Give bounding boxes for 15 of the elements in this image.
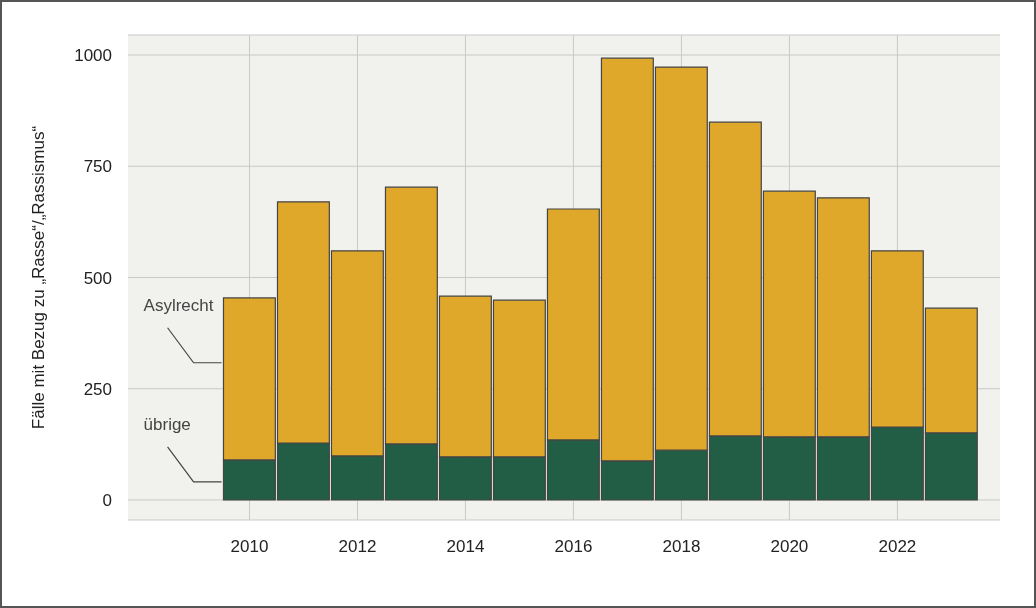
y-tick-label: 500	[83, 268, 112, 288]
y-tick-label: 750	[83, 157, 112, 177]
y-tick-label: 0	[102, 491, 112, 511]
x-tick-label: 2016	[554, 537, 593, 557]
x-tick-label: 2020	[770, 537, 809, 557]
text: übrige	[143, 414, 191, 434]
x-tick-label: 2010	[230, 537, 269, 557]
y-axis-title: Fälle mit Bezug zu „Rasse“/„Rassismus“	[29, 125, 48, 430]
y-tick-label: 1000	[74, 46, 112, 66]
x-tick-label: 2012	[338, 537, 377, 557]
x-tick-label: 2018	[662, 537, 701, 557]
x-tick-label: 2022	[878, 537, 917, 557]
x-tick-label: 2014	[446, 537, 485, 557]
y-tick-label: 250	[83, 379, 112, 399]
series-label: Asylrecht	[143, 295, 214, 315]
